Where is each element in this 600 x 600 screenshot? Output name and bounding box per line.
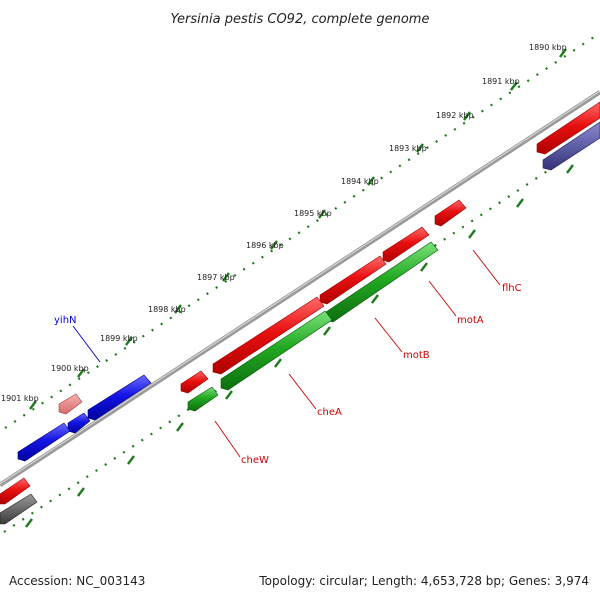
cheA-leader: [288, 373, 317, 410]
inner-major-ticks: [25, 164, 574, 528]
outer-major-tick: [416, 143, 424, 153]
gene-label-leaders: [72, 249, 501, 458]
gene-feature-cheW[interactable]: [180, 370, 209, 394]
tick-label: 1894 kbp: [341, 177, 379, 186]
tick-label: 1900 kbp: [51, 364, 89, 373]
forward-strand-genes: [0, 101, 600, 505]
inner-major-tick: [225, 390, 233, 400]
outer-major-tick: [222, 272, 230, 282]
inner-major-tick: [25, 518, 33, 528]
tick-label: 1890 kbp: [529, 43, 567, 52]
yihN-leader: [72, 325, 101, 363]
gene-feature-cheA[interactable]: [212, 296, 325, 375]
tick-labels: 1890 kbp 1891 kbp 1892 kbp 1893 kbp 1894…: [1, 43, 567, 403]
gene-feature-green-cheW[interactable]: [187, 386, 219, 412]
outer-major-ticks: [29, 48, 567, 410]
gene-label-cheA[interactable]: cheA: [317, 407, 342, 418]
reverse-strand-genes: [187, 241, 439, 412]
gene-feature-flhC[interactable]: [434, 199, 467, 227]
outer-major-tick: [174, 304, 182, 314]
outer-major-tick: [29, 400, 37, 410]
tick-label: 1891 kbp: [482, 77, 520, 86]
genome-summary-text: Topology: circular; Length: 4,653,728 bp…: [259, 574, 589, 588]
gene-labels: flhC motA motB cheA cheW yihN: [54, 283, 522, 466]
gene-label-motA[interactable]: motA: [457, 315, 484, 326]
inner-major-tick: [323, 326, 331, 336]
outer-tick-track: [4, 32, 600, 429]
tick-label: 1899 kbp: [100, 334, 138, 343]
tick-label: 1895 kbp: [294, 209, 332, 218]
motA-leader: [428, 280, 457, 317]
tick-label: 1893 kbp: [389, 144, 427, 153]
outer-major-tick: [367, 176, 375, 186]
inner-major-tick: [127, 455, 135, 465]
inner-major-tick: [176, 422, 184, 432]
motB-leader: [374, 317, 403, 353]
gene-feature-upper-right[interactable]: [536, 101, 600, 155]
gene-feature-lower-left-red[interactable]: [0, 477, 31, 505]
inner-major-tick: [274, 358, 282, 368]
gene-label-yihN[interactable]: yihN: [54, 315, 77, 326]
inner-major-tick: [77, 487, 85, 497]
gene-label-flhC[interactable]: flhC: [502, 283, 522, 294]
inner-major-tick: [516, 198, 524, 208]
genome-backbone: [0, 90, 600, 487]
outer-major-tick: [463, 111, 471, 121]
outer-major-tick: [77, 368, 85, 378]
outer-major-tick: [510, 81, 518, 91]
outer-major-tick: [318, 209, 326, 219]
flhC-leader: [472, 249, 501, 286]
cheW-leader: [214, 420, 241, 458]
outer-major-tick: [270, 240, 278, 250]
outer-major-tick: [559, 48, 567, 58]
inner-major-tick: [420, 262, 428, 272]
genome-backbone-highlight: [0, 90, 600, 485]
tick-label: 1898 kbp: [148, 305, 186, 314]
gene-feature-green-cheA[interactable]: [220, 310, 333, 391]
gene-label-motB[interactable]: motB: [403, 350, 430, 361]
tick-label: 1897 kbp: [197, 273, 235, 282]
gene-feature-pink-yihN[interactable]: [58, 393, 83, 415]
outer-major-tick: [125, 336, 133, 346]
inner-major-tick: [566, 164, 574, 174]
gene-label-cheW[interactable]: cheW: [241, 455, 269, 466]
accession-text: Accession: NC_003143: [9, 574, 146, 588]
gene-feature-purple[interactable]: [542, 121, 600, 171]
gene-feature-motA[interactable]: [382, 226, 430, 263]
inner-major-tick: [371, 294, 379, 304]
gene-feature-grey[interactable]: [0, 493, 38, 525]
tick-label: 1896 kbp: [246, 241, 284, 250]
tick-label: 1901 kbp: [1, 394, 39, 403]
map-title: Yersinia pestis CO92, complete genome: [171, 12, 430, 27]
other-genes: [0, 121, 600, 525]
tick-label: 1892 kbp: [436, 111, 474, 120]
gene-feature-blue-large[interactable]: [87, 374, 152, 421]
gene-feature-blue-left[interactable]: [17, 422, 71, 462]
inner-major-tick: [468, 229, 476, 239]
